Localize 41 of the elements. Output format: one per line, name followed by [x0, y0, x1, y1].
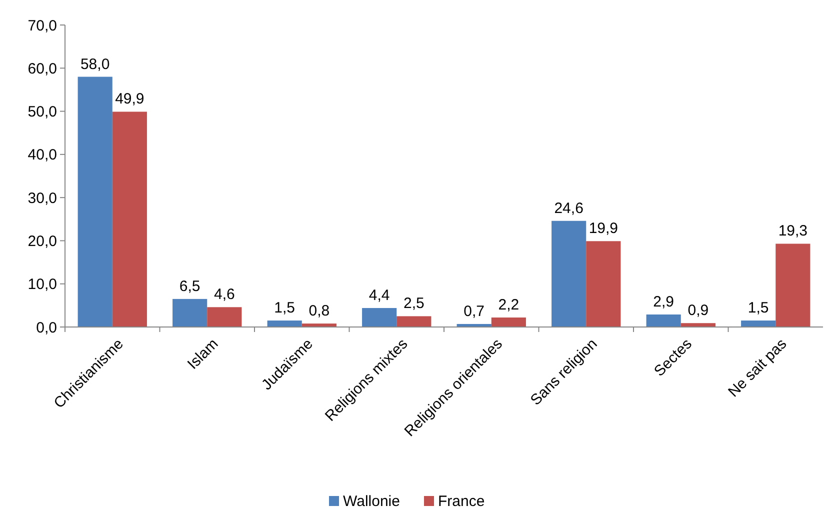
- data-label: 1,5: [274, 300, 296, 317]
- bar: [207, 307, 242, 327]
- data-label: 0,8: [308, 302, 330, 320]
- bar: [491, 318, 526, 327]
- bar: [396, 316, 432, 327]
- y-tick-label: 50,0: [28, 104, 57, 121]
- bar: [172, 298, 208, 327]
- data-label: 0,9: [688, 302, 709, 320]
- data-label: 19,3: [778, 222, 808, 240]
- data-label: 49,9: [115, 90, 144, 108]
- data-label: 24,6: [554, 200, 584, 217]
- data-label: 19,9: [588, 220, 618, 238]
- y-tick-label: 0,0: [36, 319, 57, 336]
- y-tick-label: 30,0: [28, 190, 57, 207]
- bar: [267, 320, 302, 327]
- bar: [680, 323, 716, 327]
- data-label: 1,5: [748, 300, 769, 317]
- y-tick-label: 70,0: [28, 17, 57, 34]
- bar: [552, 220, 586, 327]
- bar: [646, 314, 681, 327]
- bar: [112, 112, 147, 327]
- bar: [741, 320, 776, 327]
- bar: [776, 244, 810, 327]
- bar: [78, 76, 112, 327]
- y-tick-label: 20,0: [28, 232, 57, 250]
- x-tick-label: Ne sait pas: [725, 336, 790, 401]
- data-label: 6,5: [179, 278, 200, 295]
- legend-label: Wallonie: [343, 493, 400, 510]
- data-label: 4,4: [368, 287, 390, 304]
- y-tick-label: 60,0: [28, 60, 57, 78]
- bar: [362, 308, 397, 327]
- data-label: 0,7: [464, 302, 485, 320]
- legend-label: France: [438, 493, 485, 510]
- data-label: 58,0: [80, 56, 110, 73]
- y-tick-label: 10,0: [28, 276, 57, 294]
- data-label: 2,9: [653, 293, 674, 310]
- data-label: 2,5: [403, 295, 424, 312]
- data-label: 2,2: [498, 296, 520, 314]
- y-tick-label: 40,0: [28, 146, 57, 164]
- bar: [586, 241, 621, 327]
- data-label: 4,6: [214, 286, 235, 304]
